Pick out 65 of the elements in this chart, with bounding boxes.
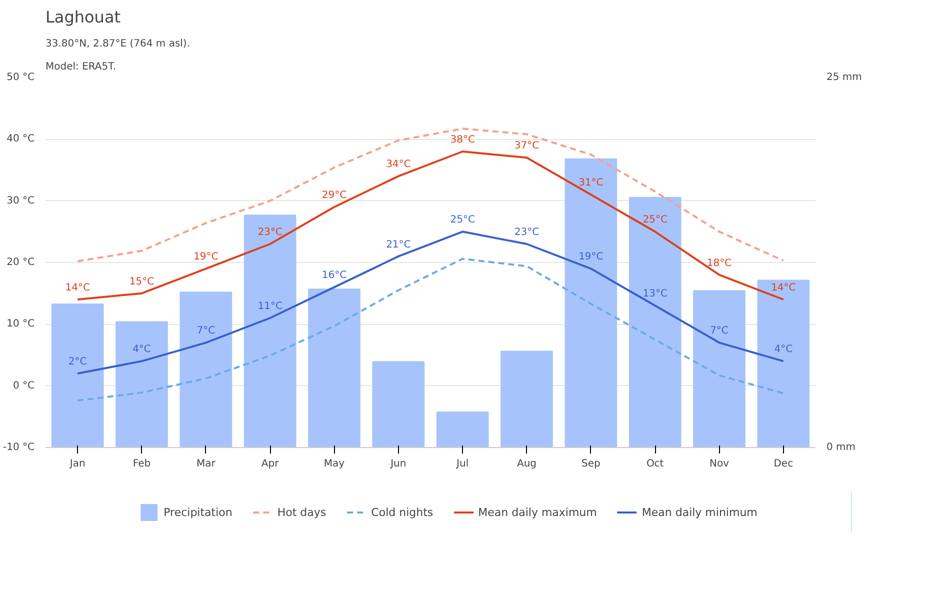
data-label: 25°C <box>642 214 668 226</box>
x-tick-label: Dec <box>774 458 794 470</box>
data-label: 23°C <box>514 227 540 238</box>
y-tick-label: 30 °C <box>6 195 35 206</box>
text: Model: ERA5T. <box>46 62 116 72</box>
data-label: 37°C <box>514 140 540 152</box>
y2-tick-label: 0 mm <box>826 442 856 453</box>
data-label: 23°C <box>258 227 282 238</box>
bar <box>51 303 104 448</box>
y-tick-label: 10 °C <box>6 318 35 330</box>
bar <box>436 411 489 448</box>
bar <box>372 361 425 448</box>
data-label: 7°C <box>196 326 216 337</box>
legend-label: Cold nights <box>371 506 434 518</box>
data-label: 4°C <box>132 344 151 356</box>
y-tick-label: 0 °C <box>12 380 35 392</box>
y-tick-label: -10 °C <box>3 442 35 453</box>
x-tick-label: Nov <box>709 458 730 470</box>
bar <box>500 350 553 448</box>
legend-label: Hot days <box>277 506 326 518</box>
data-label: 16°C <box>322 270 347 282</box>
data-label: 11°C <box>258 301 282 312</box>
data-label: 2°C <box>68 356 87 368</box>
data-label: 13°C <box>642 288 668 300</box>
data-label: 21°C <box>386 239 411 250</box>
bar <box>180 292 232 448</box>
bar <box>564 158 618 448</box>
legend-label: Precipitation <box>164 506 232 518</box>
data-label: 25°C <box>450 214 475 226</box>
x-tick-label: Apr <box>261 458 280 470</box>
data-label: 14°C <box>65 282 90 294</box>
data-label: 7°C <box>710 326 728 337</box>
x-tick-label: Jan <box>68 458 86 470</box>
chart-title: Laghouat <box>46 8 121 26</box>
legend-label: Mean daily maximum <box>478 506 597 518</box>
bar <box>628 196 682 448</box>
data-label: 15°C <box>129 276 154 288</box>
x-tick-label: Jun <box>390 458 406 470</box>
data-label: 31°C <box>578 178 604 189</box>
x-tick-label: Jul <box>456 458 469 470</box>
data-label: 29°C <box>322 190 347 201</box>
x-tick-label: May <box>324 458 345 470</box>
x-tick-label: Sep <box>581 458 600 470</box>
legend-label: Mean daily minimum <box>642 506 758 518</box>
data-label: 38°C <box>450 134 475 146</box>
data-label: 19°C <box>578 252 604 263</box>
y2-tick-label: 25 mm <box>826 72 862 83</box>
bar <box>116 321 168 448</box>
y-tick-label: 40 °C <box>6 134 35 145</box>
chart-subtitle: 33.80°N, 2.87°E (764 m asl). <box>46 38 190 50</box>
y-tick-label: 50 °C <box>6 72 35 83</box>
data-label: 4°C <box>774 344 793 356</box>
x-tick-label: Oct <box>646 458 664 470</box>
bar <box>757 280 810 448</box>
bar <box>308 288 360 448</box>
data-label: 18°C <box>706 258 732 269</box>
data-label: 14°C <box>771 282 796 294</box>
y-tick-label: 20 °C <box>6 257 35 268</box>
x-tick-label: Aug <box>516 458 537 470</box>
data-label: 19°C <box>194 252 218 263</box>
bar <box>244 214 296 448</box>
x-tick-label: Feb <box>132 458 151 470</box>
x-tick-label: Mar <box>196 458 216 470</box>
data-label: 34°C <box>386 159 411 170</box>
bar <box>693 290 746 448</box>
